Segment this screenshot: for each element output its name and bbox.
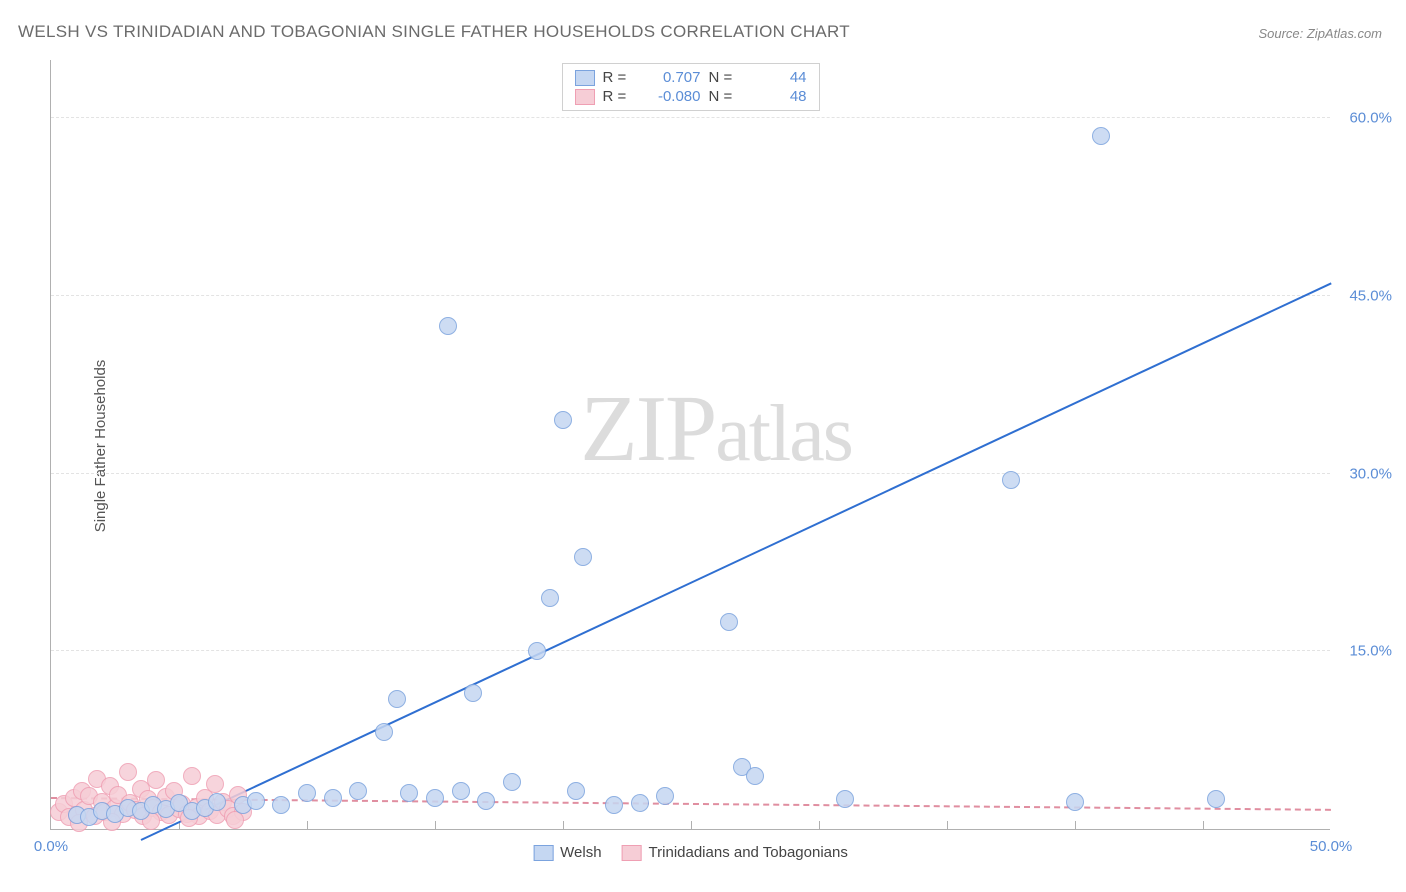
trinidad-point bbox=[206, 775, 224, 793]
welsh-point bbox=[298, 784, 316, 802]
welsh-point bbox=[375, 723, 393, 741]
x-tick bbox=[563, 821, 564, 829]
legend-row-trinidad: R = -0.080 N = 48 bbox=[575, 87, 807, 106]
welsh-point bbox=[605, 796, 623, 814]
x-tick bbox=[947, 821, 948, 829]
trinidad-r-value: -0.080 bbox=[641, 88, 701, 105]
welsh-point bbox=[631, 794, 649, 812]
welsh-swatch bbox=[533, 845, 553, 861]
welsh-point bbox=[272, 796, 290, 814]
trinidad-point bbox=[183, 767, 201, 785]
x-tick bbox=[819, 821, 820, 829]
x-tick bbox=[1075, 821, 1076, 829]
welsh-point bbox=[464, 684, 482, 702]
series-legend: Welsh Trinidadians and Tobagonians bbox=[533, 844, 848, 861]
welsh-point bbox=[426, 789, 444, 807]
trinidad-point bbox=[147, 771, 165, 789]
legend-item-trinidad: Trinidadians and Tobagonians bbox=[622, 844, 848, 861]
x-tick bbox=[691, 821, 692, 829]
x-tick bbox=[435, 821, 436, 829]
welsh-point bbox=[1002, 471, 1020, 489]
gridline-h bbox=[51, 650, 1330, 651]
welsh-point bbox=[567, 782, 585, 800]
welsh-point bbox=[656, 787, 674, 805]
welsh-point bbox=[541, 589, 559, 607]
welsh-point bbox=[477, 792, 495, 810]
welsh-swatch bbox=[575, 70, 595, 86]
x-tick bbox=[1203, 821, 1204, 829]
x-tick-label: 0.0% bbox=[34, 838, 68, 855]
watermark: ZIPatlas bbox=[580, 375, 852, 483]
legend-row-welsh: R = 0.707 N = 44 bbox=[575, 68, 807, 87]
trinidad-swatch bbox=[575, 89, 595, 105]
welsh-point bbox=[554, 411, 572, 429]
source-attribution: Source: ZipAtlas.com bbox=[1258, 26, 1382, 41]
welsh-n-value: 44 bbox=[747, 69, 807, 86]
welsh-point bbox=[574, 548, 592, 566]
trinidad-n-value: 48 bbox=[747, 88, 807, 105]
trinidad-label: Trinidadians and Tobagonians bbox=[649, 844, 848, 861]
welsh-point bbox=[503, 773, 521, 791]
welsh-point bbox=[1066, 793, 1084, 811]
plot-area: ZIPatlas R = 0.707 N = 44 R = -0.080 N =… bbox=[50, 60, 1330, 830]
gridline-h bbox=[51, 473, 1330, 474]
welsh-point bbox=[247, 792, 265, 810]
y-tick-label: 45.0% bbox=[1337, 287, 1392, 304]
trend-line bbox=[140, 282, 1331, 841]
correlation-legend: R = 0.707 N = 44 R = -0.080 N = 48 bbox=[562, 63, 820, 111]
welsh-point bbox=[836, 790, 854, 808]
trinidad-swatch bbox=[622, 845, 642, 861]
welsh-point bbox=[1207, 790, 1225, 808]
chart-title: WELSH VS TRINIDADIAN AND TOBAGONIAN SING… bbox=[18, 22, 850, 42]
welsh-point bbox=[388, 690, 406, 708]
gridline-h bbox=[51, 295, 1330, 296]
y-tick-label: 30.0% bbox=[1337, 465, 1392, 482]
y-tick-label: 15.0% bbox=[1337, 643, 1392, 660]
r-label: R = bbox=[603, 88, 633, 105]
welsh-point bbox=[439, 317, 457, 335]
y-tick-label: 60.0% bbox=[1337, 110, 1392, 127]
welsh-point bbox=[349, 782, 367, 800]
welsh-point bbox=[1092, 127, 1110, 145]
x-tick bbox=[307, 821, 308, 829]
gridline-h bbox=[51, 117, 1330, 118]
trinidad-point bbox=[119, 763, 137, 781]
welsh-point bbox=[324, 789, 342, 807]
x-tick-label: 50.0% bbox=[1310, 838, 1353, 855]
r-label: R = bbox=[603, 69, 633, 86]
n-label: N = bbox=[709, 88, 739, 105]
n-label: N = bbox=[709, 69, 739, 86]
welsh-label: Welsh bbox=[560, 844, 601, 861]
welsh-point bbox=[528, 642, 546, 660]
welsh-point bbox=[720, 613, 738, 631]
welsh-point bbox=[746, 767, 764, 785]
welsh-point bbox=[452, 782, 470, 800]
welsh-point bbox=[208, 793, 226, 811]
welsh-r-value: 0.707 bbox=[641, 69, 701, 86]
legend-item-welsh: Welsh bbox=[533, 844, 601, 861]
welsh-point bbox=[400, 784, 418, 802]
